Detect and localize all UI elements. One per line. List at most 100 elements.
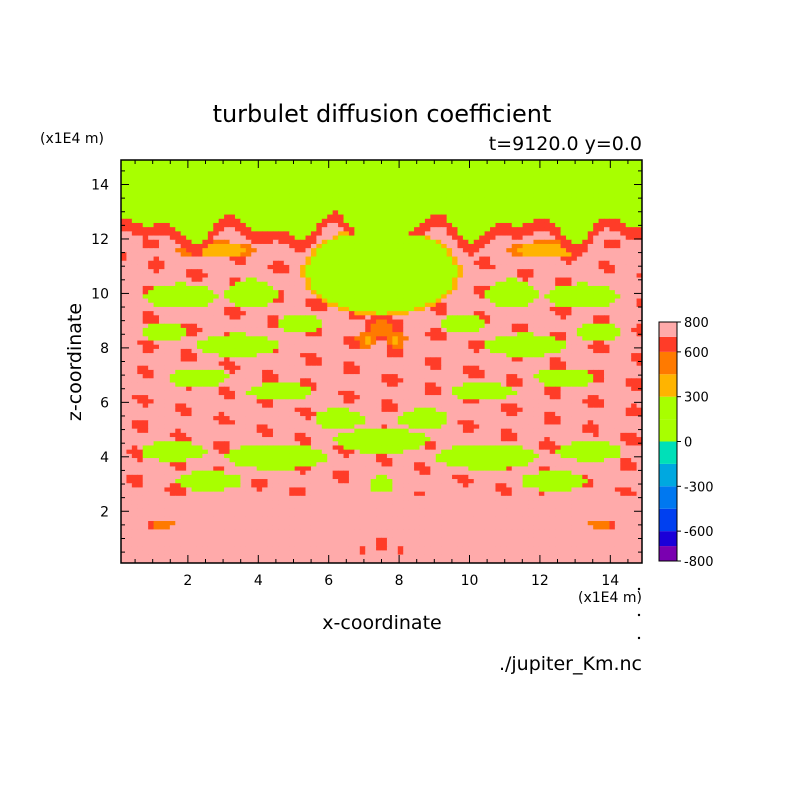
contour-cell: [587, 319, 594, 325]
contour-cell: [457, 197, 464, 203]
contour-cell: [500, 290, 507, 295]
contour-cell: [544, 235, 551, 241]
contour-cell: [555, 243, 562, 249]
contour-cell: [294, 176, 301, 182]
contour-cell: [446, 168, 453, 174]
contour-cell: [234, 369, 241, 375]
contour-cell: [479, 353, 486, 358]
contour-cell: [207, 227, 214, 232]
contour-cell: [517, 361, 524, 367]
contour-cell: [549, 185, 556, 190]
contour-cell: [332, 311, 339, 316]
contour-cell: [229, 302, 236, 308]
contour-cell: [620, 185, 627, 190]
contour-cell: [631, 164, 638, 169]
contour-cell: [278, 227, 285, 232]
contour-cell: [202, 290, 209, 295]
contour-cell: [131, 369, 138, 375]
x-axis-label: x-coordinate: [322, 612, 441, 634]
contour-cell: [381, 256, 388, 262]
contour-cell: [495, 281, 502, 287]
contour-cell: [234, 193, 241, 199]
contour-cell: [408, 357, 415, 362]
contour-cell: [175, 252, 182, 258]
contour-cell: [153, 327, 160, 333]
contour-cell: [354, 243, 361, 249]
contour-cell: [300, 315, 307, 321]
contour-cell: [490, 365, 496, 371]
contour-cell: [153, 231, 160, 237]
contour-cell: [414, 197, 420, 203]
contour-cell: [560, 248, 567, 253]
contour-cell: [332, 365, 339, 371]
contour-cell: [305, 172, 312, 178]
contour-cell: [376, 256, 382, 262]
contour-cell: [631, 206, 638, 211]
contour-cell: [517, 365, 524, 371]
contour-cell: [484, 336, 491, 342]
contour-cell: [403, 172, 410, 178]
contour-cell: [294, 290, 301, 295]
contour-cell: [419, 298, 426, 304]
contour-cell: [587, 256, 594, 262]
contour-cell: [272, 311, 279, 316]
contour-cell: [620, 306, 627, 312]
contour-cell: [338, 218, 345, 224]
contour-cell: [289, 260, 296, 266]
contour-cell: [224, 353, 231, 358]
contour-cell: [500, 160, 507, 165]
contour-cell: [452, 269, 458, 274]
contour-cell: [332, 252, 339, 258]
contour-cell: [517, 256, 524, 262]
contour-cell: [457, 369, 464, 375]
contour-cell: [549, 344, 556, 350]
contour-cell: [424, 185, 431, 190]
contour-cell: [560, 302, 567, 308]
contour-cell: [587, 197, 594, 203]
contour-cell: [457, 327, 464, 333]
contour-cell: [207, 269, 214, 274]
contour-cell: [283, 281, 290, 287]
contour-cell: [343, 264, 350, 270]
contour-cell: [234, 311, 241, 316]
contour-cell: [403, 369, 410, 375]
contour-cell: [560, 340, 567, 346]
contour-cell: [164, 218, 171, 224]
contour-cell: [207, 243, 214, 249]
contour-cell: [148, 260, 155, 266]
contour-cell: [202, 361, 209, 367]
contour-cell: [131, 361, 138, 367]
contour-cell: [452, 193, 458, 199]
contour-cell: [560, 172, 567, 178]
contour-cell: [229, 365, 236, 371]
contour-cell: [631, 227, 638, 232]
contour-cell: [631, 168, 638, 174]
contour-cell: [555, 252, 562, 258]
contour-cell: [566, 164, 572, 169]
contour-cell: [397, 323, 404, 329]
contour-cell: [500, 235, 507, 241]
contour-cell: [473, 239, 480, 245]
contour-cell: [343, 235, 350, 241]
contour-cell: [370, 231, 377, 237]
contour-cell: [300, 365, 307, 371]
contour-cell: [131, 281, 138, 287]
contour-cell: [256, 327, 263, 333]
contour-cell: [164, 340, 171, 346]
contour-cell: [142, 323, 149, 329]
contour-cell: [240, 248, 247, 253]
contour-cell: [636, 201, 643, 207]
contour-cell: [169, 193, 176, 199]
contour-cell: [267, 298, 274, 304]
contour-cell: [533, 172, 540, 178]
contour-cell: [370, 193, 377, 199]
contour-cell: [604, 206, 610, 211]
contour-cell: [272, 164, 279, 169]
contour-cell: [359, 357, 366, 362]
contour-cell: [348, 214, 355, 220]
contour-cell: [310, 319, 317, 325]
contour-cell: [169, 222, 176, 228]
contour-cell: [522, 294, 529, 300]
contour-cell: [218, 214, 225, 220]
contour-cell: [218, 197, 225, 203]
